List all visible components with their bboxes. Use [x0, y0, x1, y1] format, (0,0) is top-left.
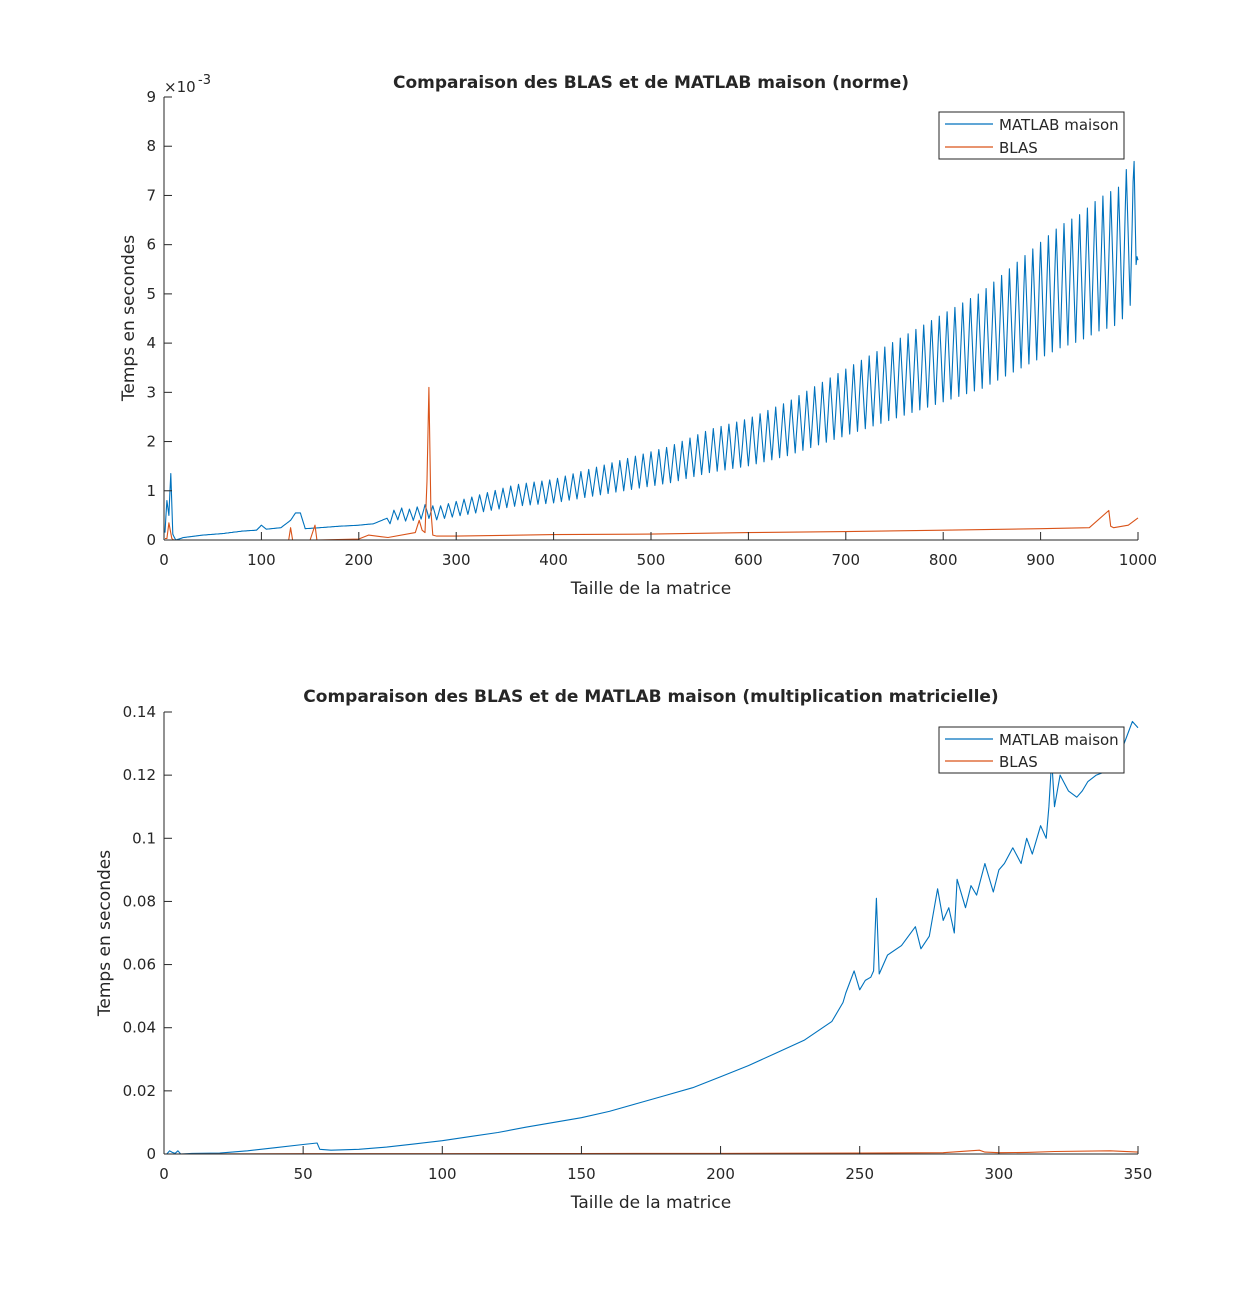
y-tick-label: 0.02	[123, 1082, 156, 1100]
legend-box	[938, 111, 1125, 160]
y-ticks: 0 1 2 3 4 5 6 7 8 9	[146, 88, 172, 549]
legend-label-matlab: MATLAB maison	[999, 731, 1119, 749]
y-tick-label: 8	[146, 137, 156, 155]
x-tick-label: 900	[1026, 551, 1055, 569]
legend: MATLAB maison BLAS	[938, 726, 1125, 774]
y-tick-label: 0.06	[123, 956, 156, 974]
x-tick-label: 200	[344, 551, 373, 569]
chart-title: Comparaison des BLAS et de MATLAB maison…	[303, 687, 998, 707]
legend-label-matlab: MATLAB maison	[999, 116, 1119, 134]
svg-text:-3: -3	[198, 73, 211, 88]
x-tick-label: 500	[637, 551, 666, 569]
y-exponent-label: ×10 -3	[164, 73, 211, 96]
legend-box	[938, 726, 1125, 774]
legend-label-blas: BLAS	[999, 139, 1038, 157]
x-tick-label: 300	[985, 1165, 1014, 1183]
y-tick-label: 0	[146, 1145, 156, 1163]
x-axis-label: Taille de la matrice	[570, 579, 731, 599]
y-tick-label: 0.14	[123, 703, 156, 721]
y-tick-label: 9	[146, 88, 156, 106]
y-tick-label: 0.1	[132, 829, 156, 847]
x-tick-label: 0	[159, 551, 169, 569]
x-ticks: 0 100 200 300 400 500 600 700 800 900 1000	[159, 532, 1157, 569]
x-tick-label: 50	[294, 1165, 313, 1183]
x-tick-label: 200	[706, 1165, 735, 1183]
x-tick-label: 600	[734, 551, 763, 569]
x-tick-label: 1000	[1119, 551, 1157, 569]
x-tick-label: 0	[159, 1165, 169, 1183]
series-line-matlab	[164, 160, 1139, 541]
svg-text:×10: ×10	[164, 78, 196, 96]
chart-title: Comparaison des BLAS et de MATLAB maison…	[393, 73, 909, 93]
y-tick-label: 0.04	[123, 1019, 156, 1037]
legend-label-blas: BLAS	[999, 753, 1038, 771]
x-tick-label: 800	[929, 551, 958, 569]
y-tick-label: 0.12	[123, 766, 156, 784]
y-tick-label: 0.08	[123, 892, 156, 910]
y-tick-label: 7	[146, 186, 156, 204]
y-tick-label: 4	[146, 334, 156, 352]
x-axis-label: Taille de la matrice	[570, 1193, 731, 1213]
x-tick-label: 100	[247, 551, 276, 569]
y-tick-label: 2	[146, 433, 156, 451]
x-tick-label: 400	[539, 551, 568, 569]
y-tick-label: 5	[146, 285, 156, 303]
y-tick-label: 3	[146, 383, 156, 401]
x-tick-label: 300	[442, 551, 471, 569]
y-tick-label: 1	[146, 482, 156, 500]
x-tick-label: 700	[831, 551, 860, 569]
y-tick-label: 6	[146, 236, 156, 254]
x-tick-label: 100	[428, 1165, 457, 1183]
legend: MATLAB maison BLAS	[938, 111, 1125, 160]
y-tick-label: 0	[146, 531, 156, 549]
x-tick-label: 350	[1124, 1165, 1153, 1183]
y-ticks: 0 0.02 0.04 0.06 0.08 0.1 0.12 0.14	[123, 703, 172, 1163]
x-ticks: 0 50 100 150 200 250 300 350	[159, 1146, 1152, 1183]
chart-multiplication: Comparaison des BLAS et de MATLAB maison…	[95, 687, 1152, 1213]
x-tick-label: 150	[567, 1165, 596, 1183]
chart-norme: Comparaison des BLAS et de MATLAB maison…	[119, 73, 1157, 599]
y-axis-label: Temps en secondes	[119, 235, 139, 402]
x-tick-label: 250	[845, 1165, 874, 1183]
y-axis-label: Temps en secondes	[95, 850, 115, 1017]
